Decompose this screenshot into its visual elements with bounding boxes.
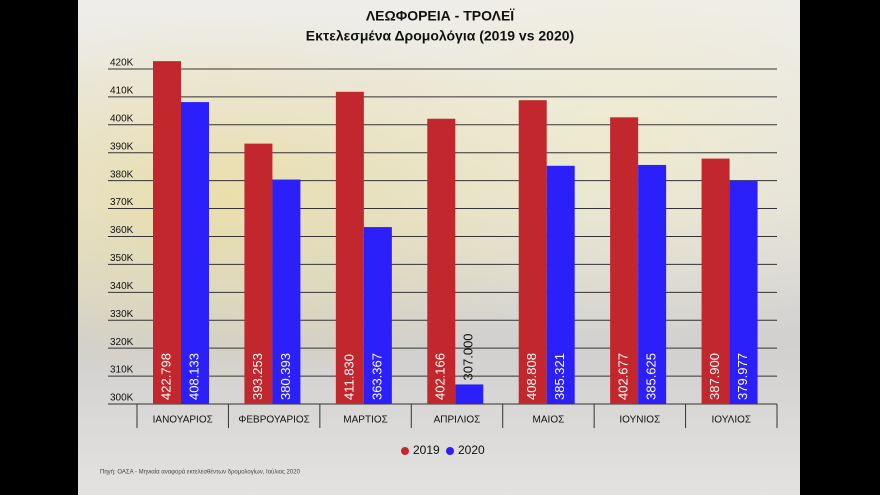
y-tick-label: 380K — [110, 169, 134, 180]
value-label: 363.367 — [369, 353, 384, 400]
bar — [610, 117, 639, 405]
bar — [181, 102, 209, 405]
y-tick-label: 350K — [110, 253, 134, 264]
value-label: 408.133 — [186, 353, 201, 400]
value-label: 422.798 — [158, 353, 173, 400]
y-tick-label: 410K — [110, 86, 134, 97]
value-label: 385.321 — [552, 353, 567, 400]
value-label: 402.166 — [433, 353, 448, 400]
bar — [427, 118, 456, 404]
bar — [701, 158, 730, 404]
legend-label: 2019 — [413, 443, 440, 457]
bar — [244, 143, 273, 404]
value-label: 380.393 — [278, 353, 293, 400]
bar — [153, 61, 181, 405]
y-tick-label: 300K — [110, 393, 134, 404]
x-tick-label: ΙΟΥΝΙΟΣ — [619, 415, 660, 426]
bar — [455, 384, 484, 404]
y-tick-label: 330K — [110, 309, 134, 320]
chart-subtitle: Εκτελεσμένα Δρομολόγια (2019 vs 2020) — [306, 28, 574, 44]
chart-title: ΛΕΩΦΟΡΕΙΑ - ΤΡΟΛΕΪ — [366, 8, 515, 24]
bar — [272, 179, 301, 404]
x-tick-label: ΑΠΡΙΛΙΟΣ — [434, 415, 481, 426]
x-tick-label: ΜΑΙΟΣ — [533, 415, 565, 426]
legend-label: 2020 — [458, 443, 485, 457]
bar — [546, 165, 575, 404]
value-label: 402.677 — [616, 353, 631, 400]
value-label: 408.808 — [524, 353, 539, 400]
value-label: 393.253 — [250, 353, 265, 400]
bar — [729, 180, 758, 404]
y-tick-label: 310K — [110, 365, 134, 376]
value-label: 385.625 — [644, 353, 659, 400]
value-label: 307.000 — [461, 333, 476, 380]
x-tick-label: ΜΑΡΤΙΟΣ — [343, 415, 388, 426]
bar — [638, 164, 667, 404]
y-tick-label: 400K — [110, 113, 134, 124]
y-tick-label: 360K — [110, 225, 134, 236]
bar — [335, 91, 364, 405]
source-note: Πηγή: ΟΑΣΑ - Μηνιαία αναφορά εκτελεσθέντ… — [100, 469, 301, 476]
value-label: 411.830 — [341, 354, 356, 400]
y-tick-label: 320K — [110, 337, 134, 348]
value-label: 379.977 — [735, 353, 750, 400]
y-tick-label: 390K — [110, 141, 134, 152]
x-tick-label: ΙΟΥΛΙΟΣ — [711, 415, 751, 426]
x-tick-label: ΙΑΝΟΥΑΡΙΟΣ — [153, 415, 213, 426]
bar — [363, 227, 392, 404]
legend-swatch — [401, 447, 409, 455]
y-tick-label: 340K — [110, 281, 134, 292]
bar — [518, 100, 547, 404]
value-label: 387.900 — [707, 353, 722, 400]
legend-swatch — [446, 447, 454, 455]
y-tick-label: 370K — [110, 197, 134, 208]
x-tick-label: ΦΕΒΡΟΥΑΡΙΟΣ — [238, 415, 309, 426]
y-tick-label: 420K — [110, 58, 134, 69]
